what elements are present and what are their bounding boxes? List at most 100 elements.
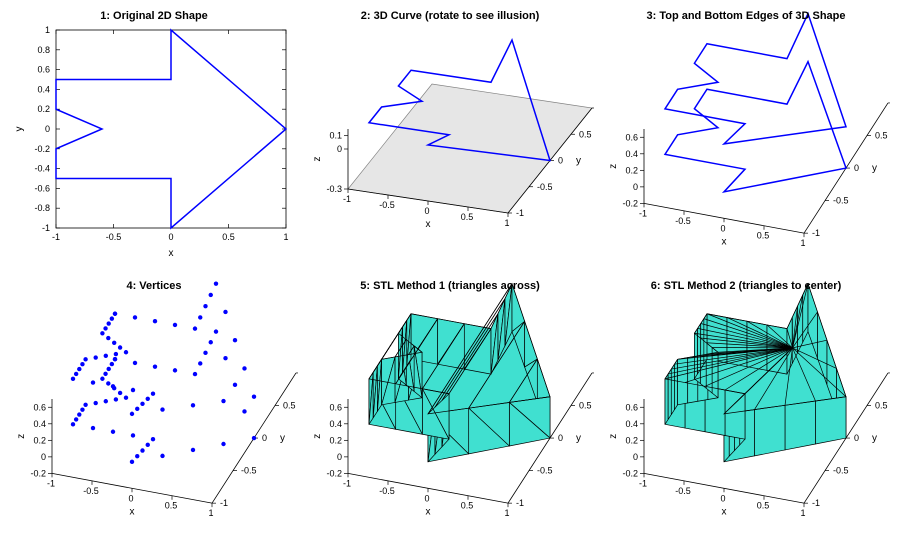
- svg-text:0.5: 0.5: [579, 129, 592, 139]
- svg-text:-0.5: -0.5: [833, 196, 849, 206]
- svg-text:1: 1: [504, 508, 509, 518]
- svg-text:0: 0: [558, 433, 563, 443]
- svg-text:0.6: 0.6: [37, 65, 50, 75]
- svg-text:0: 0: [424, 206, 429, 216]
- svg-text:-1: -1: [812, 498, 820, 508]
- panel-6-svg: -1-0.500.51-1-0.500.51-0.200.20.40.6xyz: [600, 278, 890, 538]
- svg-text:-0.5: -0.5: [833, 466, 849, 476]
- svg-text:1: 1: [800, 238, 805, 248]
- svg-text:y: y: [872, 163, 877, 174]
- svg-text:0.5: 0.5: [579, 401, 592, 411]
- svg-text:y: y: [872, 433, 877, 444]
- svg-text:-1: -1: [47, 478, 55, 488]
- svg-text:0: 0: [41, 452, 46, 462]
- figure-grid: 1: Original 2D Shape -1-0.500.51-1-0.8-0…: [0, 0, 900, 552]
- svg-text:0: 0: [168, 232, 173, 242]
- svg-text:0.5: 0.5: [875, 131, 888, 141]
- svg-text:-0.5: -0.5: [379, 200, 395, 210]
- svg-text:-0.5: -0.5: [241, 466, 257, 476]
- svg-text:-0.5: -0.5: [537, 466, 553, 476]
- svg-text:0.4: 0.4: [625, 419, 638, 429]
- svg-text:0.2: 0.2: [329, 435, 342, 445]
- svg-text:0: 0: [337, 144, 342, 154]
- svg-text:-1: -1: [812, 228, 820, 238]
- svg-text:1: 1: [208, 508, 213, 518]
- svg-text:0.4: 0.4: [329, 419, 342, 429]
- svg-text:0: 0: [854, 163, 859, 173]
- svg-text:x: x: [722, 506, 727, 517]
- svg-text:-0.5: -0.5: [537, 182, 553, 192]
- svg-text:x: x: [722, 236, 727, 247]
- svg-text:z: z: [608, 164, 619, 169]
- panel-5-svg: -1-0.500.51-1-0.500.51-0.200.20.40.6xyz: [304, 278, 594, 538]
- svg-text:0: 0: [337, 452, 342, 462]
- svg-text:1: 1: [800, 508, 805, 518]
- svg-text:0.2: 0.2: [37, 104, 50, 114]
- svg-text:0.5: 0.5: [757, 231, 770, 241]
- svg-text:0.5: 0.5: [222, 232, 235, 242]
- svg-text:0.5: 0.5: [875, 401, 888, 411]
- svg-text:-0.2: -0.2: [326, 468, 342, 478]
- svg-text:0.6: 0.6: [329, 402, 342, 412]
- svg-text:0.2: 0.2: [625, 435, 638, 445]
- svg-text:-1: -1: [343, 194, 351, 204]
- svg-text:1: 1: [45, 25, 50, 35]
- panel-4: 4: Vertices -1-0.500.51-1-0.500.51-0.200…: [8, 278, 300, 544]
- svg-text:1: 1: [283, 232, 288, 242]
- svg-text:-1: -1: [220, 498, 228, 508]
- svg-text:0.4: 0.4: [33, 419, 46, 429]
- svg-text:-0.2: -0.2: [30, 468, 46, 478]
- svg-text:0.6: 0.6: [625, 402, 638, 412]
- svg-text:0: 0: [424, 493, 429, 503]
- svg-text:y: y: [14, 127, 25, 132]
- panel-3-svg: -1-0.500.51-1-0.500.51-0.200.20.40.6xyz: [600, 8, 890, 268]
- panel-2-svg: -1-0.500.51-1-0.500.51-0.300.1xyz: [304, 8, 594, 268]
- svg-text:0.5: 0.5: [757, 501, 770, 511]
- svg-text:0: 0: [45, 124, 50, 134]
- panel-4-title: 4: Vertices: [8, 280, 300, 292]
- svg-text:0: 0: [854, 433, 859, 443]
- svg-text:x: x: [169, 248, 174, 259]
- svg-text:z: z: [312, 157, 323, 162]
- panel-5: 5: STL Method 1 (triangles across) -1-0.…: [304, 278, 596, 544]
- svg-text:-0.5: -0.5: [675, 486, 691, 496]
- svg-text:-0.3: -0.3: [326, 184, 342, 194]
- svg-text:-0.2: -0.2: [622, 198, 638, 208]
- svg-text:0.1: 0.1: [329, 131, 342, 141]
- svg-text:0.2: 0.2: [33, 435, 46, 445]
- panel-3-title: 3: Top and Bottom Edges of 3D Shape: [600, 10, 892, 22]
- panel-1: 1: Original 2D Shape -1-0.500.51-1-0.8-0…: [8, 8, 300, 274]
- svg-text:-1: -1: [42, 223, 50, 233]
- svg-text:0.4: 0.4: [37, 84, 50, 94]
- svg-text:0: 0: [558, 156, 563, 166]
- svg-text:0: 0: [262, 433, 267, 443]
- panel-3: 3: Top and Bottom Edges of 3D Shape -1-0…: [600, 8, 892, 274]
- svg-text:0: 0: [633, 452, 638, 462]
- svg-text:-1: -1: [639, 478, 647, 488]
- svg-text:0.5: 0.5: [165, 501, 178, 511]
- svg-text:y: y: [280, 433, 285, 444]
- panel-6: 6: STL Method 2 (triangles to center) -1…: [600, 278, 892, 544]
- svg-text:-0.5: -0.5: [106, 232, 122, 242]
- svg-text:-1: -1: [639, 208, 647, 218]
- svg-text:z: z: [312, 434, 323, 439]
- svg-text:0.6: 0.6: [625, 132, 638, 142]
- svg-text:y: y: [576, 433, 581, 444]
- svg-text:-0.2: -0.2: [622, 468, 638, 478]
- svg-text:0: 0: [128, 493, 133, 503]
- svg-text:0.2: 0.2: [625, 165, 638, 175]
- svg-text:y: y: [576, 156, 581, 167]
- svg-text:0.6: 0.6: [33, 402, 46, 412]
- svg-text:0.5: 0.5: [461, 212, 474, 222]
- panel-6-title: 6: STL Method 2 (triangles to center): [600, 280, 892, 292]
- panel-2-title: 2: 3D Curve (rotate to see illusion): [304, 10, 596, 22]
- svg-text:-0.6: -0.6: [34, 183, 50, 193]
- svg-text:-0.5: -0.5: [675, 216, 691, 226]
- svg-text:1: 1: [504, 218, 509, 228]
- svg-text:0.5: 0.5: [283, 401, 296, 411]
- svg-text:z: z: [608, 434, 619, 439]
- svg-text:-0.4: -0.4: [34, 164, 50, 174]
- svg-text:0: 0: [720, 493, 725, 503]
- svg-text:x: x: [426, 219, 431, 230]
- svg-text:0: 0: [633, 182, 638, 192]
